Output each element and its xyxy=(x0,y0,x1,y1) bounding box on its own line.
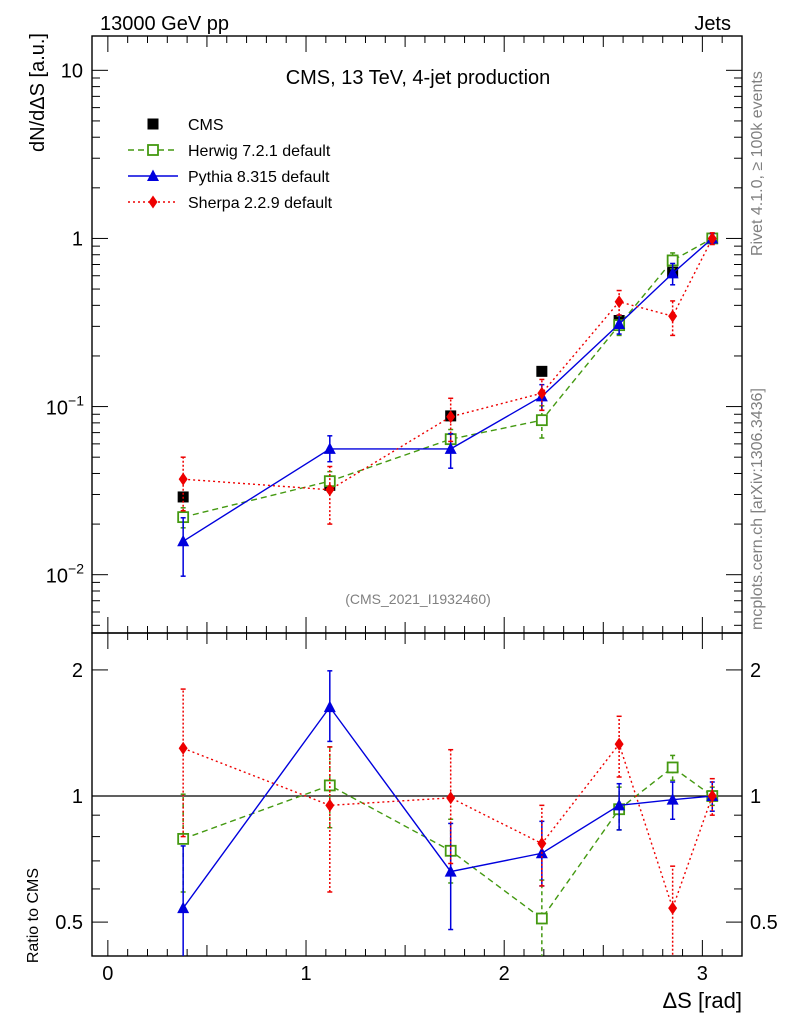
y-tick-label: 10−1 xyxy=(46,393,84,420)
y-tick-label: 10 xyxy=(61,60,83,82)
source-label: mcplots.cern.ch [arXiv:1306.3436] xyxy=(749,388,766,630)
point-pythia xyxy=(177,534,190,547)
point-herwig xyxy=(177,832,190,845)
x-tick-label: 2 xyxy=(499,963,510,985)
chart-title: CMS, 13 TeV, 4-jet production xyxy=(286,67,551,89)
legend-label-cms: CMS xyxy=(188,117,224,134)
y-tick-label: 2 xyxy=(72,660,83,682)
legend-marker-herwig xyxy=(147,144,159,156)
ratio-panel: 0.5 0.5 1 1 2 2 0 1 2 3 Ratio to CMS ΔS [rad] xyxy=(25,632,778,1013)
legend-marker-cms xyxy=(147,118,159,130)
series-layer xyxy=(177,231,719,577)
legend-label-herwig: Herwig 7.2.1 default xyxy=(188,143,331,160)
legend-marker-sherpa xyxy=(148,195,158,209)
point-pythia xyxy=(666,793,679,805)
y-tick-label: 0.5 xyxy=(55,912,83,934)
y-tick-label-right: 1 xyxy=(750,786,761,808)
x-tick-label: 3 xyxy=(697,963,708,985)
point-pythia xyxy=(613,798,626,811)
y-tick-label: 10−2 xyxy=(46,561,84,588)
point-pythia xyxy=(444,865,457,877)
header-left: 13000 GeV pp xyxy=(100,13,229,35)
point-sherpa xyxy=(707,231,717,245)
series-layer xyxy=(177,670,719,956)
point-sherpa xyxy=(614,737,624,751)
point-herwig xyxy=(535,912,548,925)
y-axis-label: Ratio to CMS xyxy=(25,868,42,963)
point-pythia xyxy=(444,442,457,454)
legend-label-sherpa: Sherpa 2.2.9 default xyxy=(188,195,333,212)
y-tick-label-exp: −1 xyxy=(68,393,84,409)
analysis-tag: (CMS_2021_I1932460) xyxy=(345,591,491,607)
y-tick-label-right: 2 xyxy=(750,660,761,682)
legend: CMS Herwig 7.2.1 default Pythia 8.315 defa… xyxy=(128,117,333,212)
point-sherpa xyxy=(668,309,678,323)
y-tick-label-base: 10 xyxy=(46,566,68,588)
point-sherpa xyxy=(537,837,547,851)
point-pythia xyxy=(177,901,190,914)
point-sherpa xyxy=(614,295,624,309)
plot-frame xyxy=(91,632,743,957)
rivet-label: Rivet 4.1.0, ≥ 100k events xyxy=(749,71,766,256)
y-tick-label: 1 xyxy=(72,786,83,808)
point-pythia xyxy=(323,442,336,454)
y-axis-label: dN/dΔS [a.u.] xyxy=(27,33,49,152)
point-cms xyxy=(536,365,548,377)
point-sherpa xyxy=(178,741,188,755)
point-sherpa xyxy=(325,798,335,812)
point-herwig xyxy=(323,779,336,792)
legend-marker-pythia xyxy=(147,169,159,181)
y-tick-label-base: 10 xyxy=(46,398,68,420)
point-pythia xyxy=(323,700,336,713)
point-sherpa xyxy=(668,901,678,915)
point-pythia xyxy=(666,266,679,279)
point-herwig xyxy=(535,414,548,427)
legend-label-pythia: Pythia 8.315 default xyxy=(188,169,330,186)
x-tick-label: 1 xyxy=(300,963,311,985)
y-tick-label: 1 xyxy=(72,228,83,250)
point-sherpa xyxy=(325,483,335,497)
x-axis-label: ΔS [rad] xyxy=(662,988,742,1013)
point-sherpa xyxy=(707,789,717,803)
point-herwig xyxy=(666,761,679,774)
header-right: Jets xyxy=(694,13,731,35)
point-sherpa xyxy=(537,386,547,400)
point-sherpa xyxy=(446,791,456,805)
x-tick-label: 0 xyxy=(102,963,113,985)
y-tick-label-exp: −2 xyxy=(68,561,84,577)
y-tick-label-right: 0.5 xyxy=(750,912,778,934)
point-sherpa xyxy=(446,410,456,424)
point-pythia xyxy=(613,317,626,329)
point-sherpa xyxy=(178,472,188,486)
